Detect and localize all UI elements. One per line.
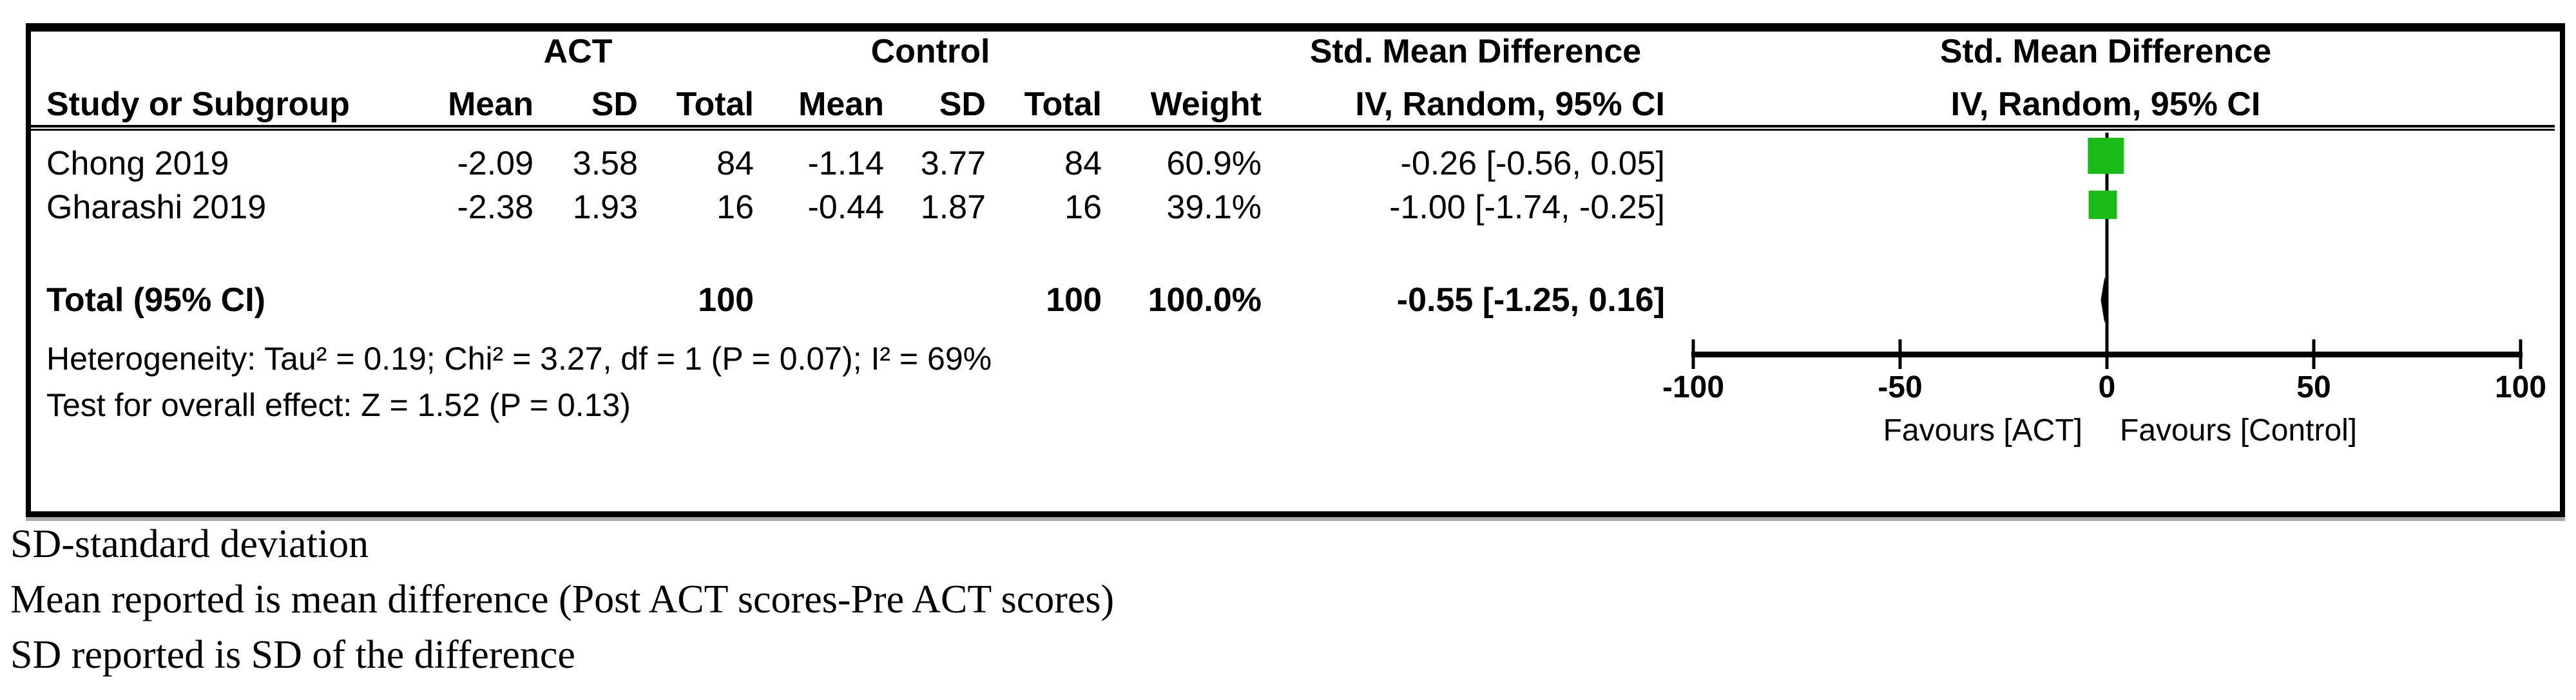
act-sd-value: 1.93 — [572, 189, 638, 226]
study-weight-square — [2088, 191, 2117, 219]
ctrl-mean-value: -1.14 — [807, 145, 884, 182]
weight-value: 39.1% — [1166, 189, 1262, 226]
col-header-act-sd: SD — [591, 86, 638, 123]
footnote-line: Mean reported is mean difference (Post A… — [10, 578, 1115, 621]
header-smd-plot: Std. Mean Difference — [1939, 33, 2272, 70]
axis-tick-label: -50 — [1878, 370, 1923, 404]
axis-tick — [1691, 339, 1695, 369]
total-row-label: Total (95% CI) — [46, 281, 265, 319]
figure-frame — [26, 23, 2565, 517]
study-name: Chong 2019 — [46, 145, 229, 182]
overall-effect-text: Test for overall effect: Z = 1.52 (P = 0… — [46, 387, 631, 423]
col-header-ctrl-sd: SD — [939, 86, 986, 123]
act-mean-value: -2.09 — [457, 145, 533, 182]
header-divider-double-line — [31, 125, 2555, 131]
col-header-iv-table: IV, Random, 95% CI — [1355, 86, 1665, 123]
header-smd-table: Std. Mean Difference — [1309, 33, 1642, 70]
axis-tick-label: 50 — [2296, 370, 2331, 404]
col-header-ctrl-mean: Mean — [798, 86, 884, 123]
ctrl-total-value: 84 — [1064, 145, 1102, 182]
footnote-line: SD-standard deviation — [10, 522, 369, 566]
axis-tick-label: -100 — [1662, 370, 1725, 404]
axis-tick — [2519, 339, 2523, 369]
ci-text-value: -1.00 [-1.74, -0.25] — [1389, 189, 1665, 226]
study-weight-square — [2088, 138, 2124, 174]
act-mean-value: -2.38 — [457, 189, 533, 226]
axis-tick — [2312, 339, 2316, 369]
ctrl-sd-value: 1.87 — [920, 189, 986, 226]
act-total-value: 16 — [716, 189, 754, 226]
ci-text-value: -0.26 [-0.56, 0.05] — [1400, 145, 1666, 182]
col-header-weight: Weight — [1150, 86, 1262, 123]
favours-act-label: Favours [ACT] — [1883, 413, 2082, 448]
weight-value: 60.9% — [1166, 145, 1262, 182]
col-header-ctrl-total: Total — [1024, 86, 1102, 123]
study-name: Gharashi 2019 — [46, 189, 267, 226]
ctrl-mean-value: -0.44 — [807, 189, 884, 226]
favours-control-label: Favours [Control] — [2120, 413, 2358, 448]
act-sd-value: 3.58 — [572, 145, 638, 182]
group-header-act: ACT — [543, 33, 613, 70]
axis-tick-label: 0 — [2098, 370, 2116, 404]
axis-tick-label: 100 — [2494, 370, 2547, 404]
zero-effect-line — [2105, 133, 2109, 352]
group-header-control: Control — [870, 33, 990, 70]
axis-tick — [1898, 339, 1902, 369]
summary-diamond — [2100, 277, 2109, 323]
col-header-iv-plot: IV, Random, 95% CI — [1950, 86, 2261, 123]
col-header-study: Study or Subgroup — [46, 86, 350, 123]
total-ci-text: -0.55 [-1.25, 0.16] — [1396, 281, 1665, 319]
col-header-act-mean: Mean — [448, 86, 533, 123]
ctrl-total-value: 16 — [1064, 189, 1102, 226]
ctrl-sd-value: 3.77 — [920, 145, 986, 182]
act-total-value: 84 — [716, 145, 754, 182]
axis-tick — [2105, 339, 2109, 369]
footnote-line: SD reported is SD of the difference — [10, 633, 575, 677]
heterogeneity-text: Heterogeneity: Tau² = 0.19; Chi² = 3.27,… — [46, 341, 992, 377]
total-act-total: 100 — [698, 281, 754, 319]
total-ctrl-total: 100 — [1046, 281, 1102, 319]
col-header-act-total: Total — [676, 86, 754, 123]
total-weight: 100.0% — [1148, 281, 1262, 319]
